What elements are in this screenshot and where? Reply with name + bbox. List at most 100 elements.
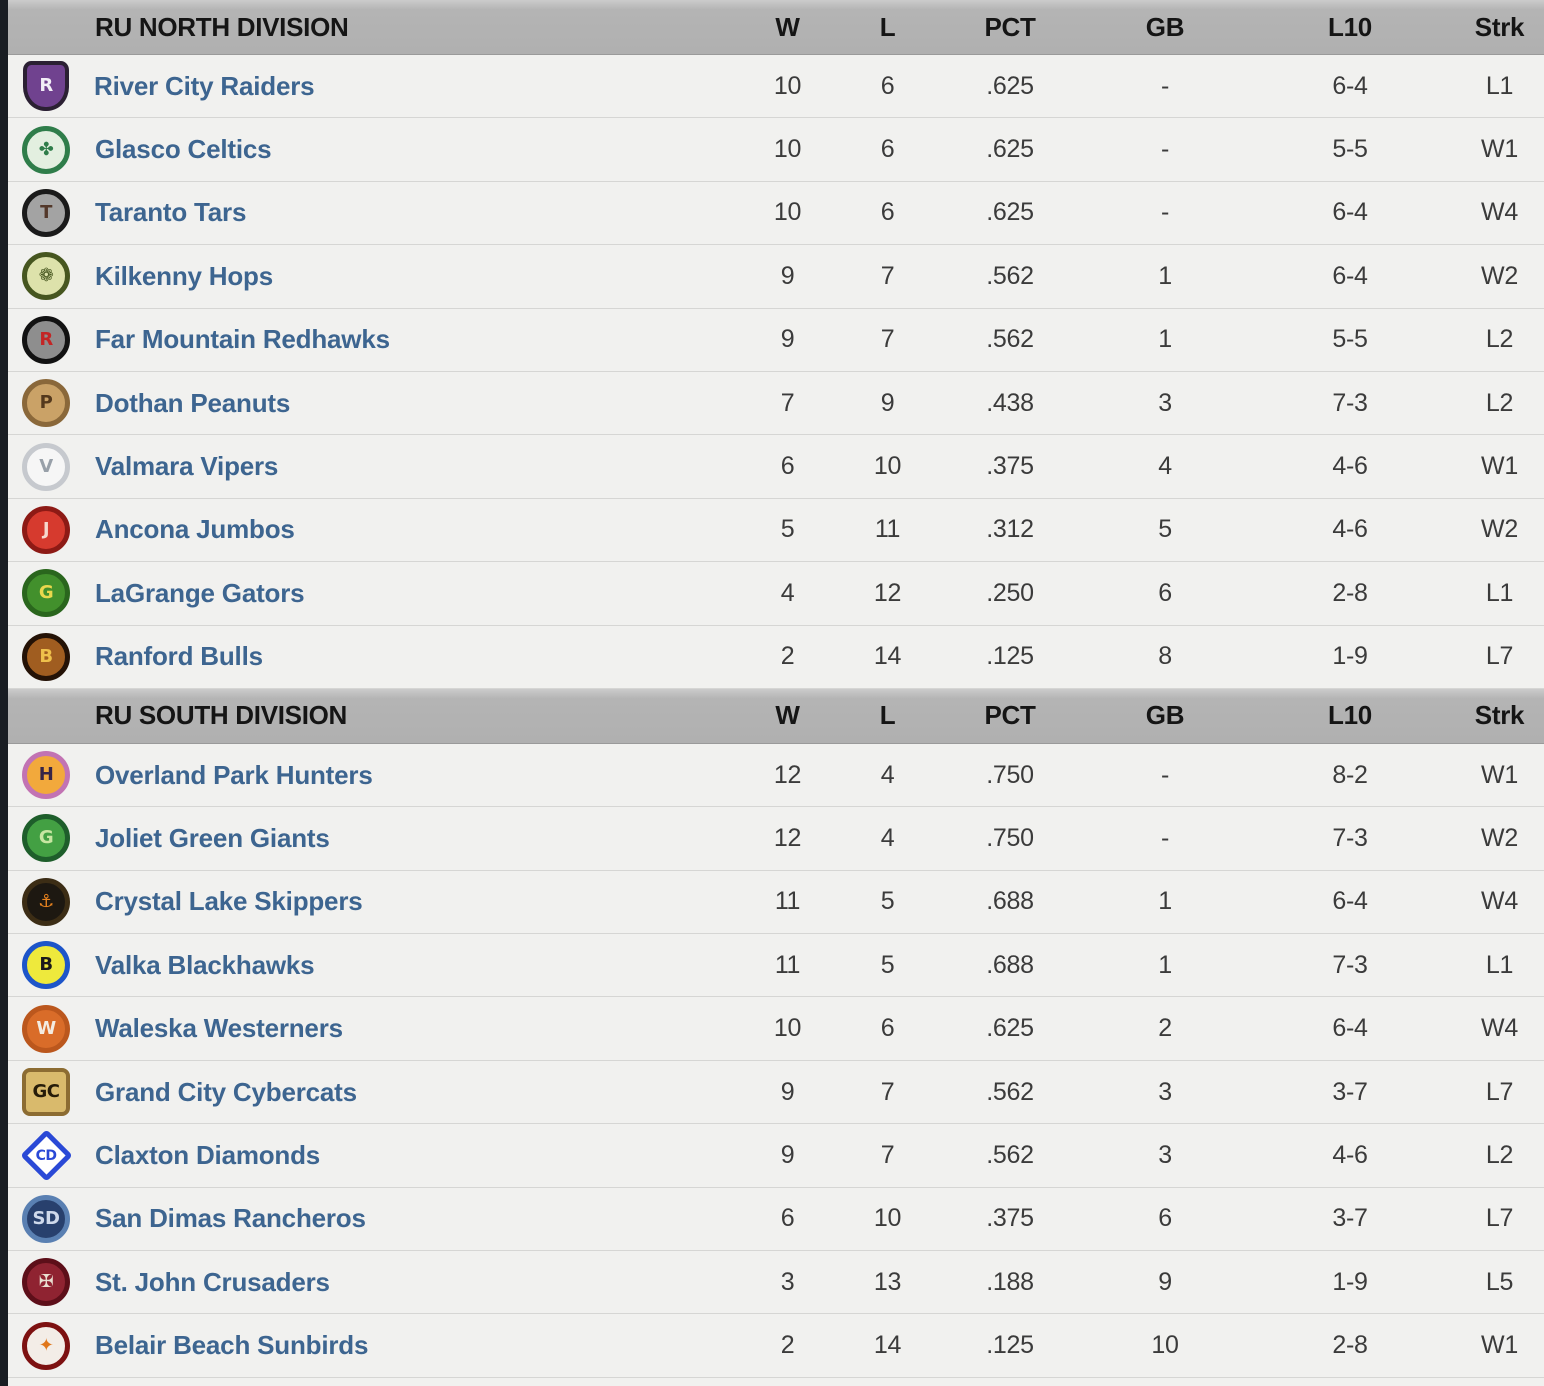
team-row: B Valka Blackhawks 11 5 .688 1 7-3 L1 bbox=[8, 934, 1544, 998]
rancheros-rider-logo[interactable]: SD bbox=[22, 1194, 70, 1243]
team-cell: CD Claxton Diamonds bbox=[8, 1129, 735, 1182]
stat-streak: L7 bbox=[1485, 1204, 1514, 1233]
stat-pct: .750 bbox=[986, 823, 1034, 852]
team-name-link[interactable]: Joliet Green Giants bbox=[95, 822, 330, 853]
stat-losses: 4 bbox=[880, 760, 895, 789]
stat-streak: W4 bbox=[1481, 1014, 1518, 1043]
stat-streak: W1 bbox=[1481, 135, 1518, 164]
team-name-link[interactable]: Crystal Lake Skippers bbox=[95, 886, 363, 917]
team-cell: B Ranford Bulls bbox=[8, 632, 735, 681]
team-name-link[interactable]: Valmara Vipers bbox=[95, 451, 279, 482]
gators-badge-logo[interactable]: G bbox=[22, 569, 70, 618]
westerners-rider-logo[interactable]: W bbox=[22, 1004, 70, 1053]
team-name-link[interactable]: Belair Beach Sunbirds bbox=[95, 1330, 369, 1361]
vipers-snake-logo[interactable]: V bbox=[22, 442, 70, 491]
stat-last10: 3-7 bbox=[1332, 1077, 1368, 1106]
team-name-link[interactable]: Waleska Westerners bbox=[95, 1013, 343, 1044]
team-name-link[interactable]: Grand City Cybercats bbox=[95, 1076, 357, 1107]
stat-pct: .625 bbox=[986, 135, 1034, 164]
stat-losses: 7 bbox=[880, 1140, 895, 1169]
stat-last10: 4-6 bbox=[1332, 452, 1368, 481]
stat-last10: 5-5 bbox=[1332, 325, 1368, 354]
tars-roundel-logo[interactable]: T bbox=[22, 188, 70, 237]
team-name-link[interactable]: San Dimas Rancheros bbox=[95, 1203, 366, 1234]
stat-wins: 5 bbox=[780, 515, 795, 544]
stat-wins: 2 bbox=[780, 1331, 795, 1360]
team-row: G LaGrange Gators 4 12 .250 6 2-8 L1 bbox=[8, 562, 1544, 626]
stat-losses: 6 bbox=[880, 71, 895, 100]
stat-streak: W4 bbox=[1481, 887, 1518, 916]
team-cell: R River City Raiders bbox=[8, 61, 735, 112]
bulls-roundel-logo[interactable]: B bbox=[22, 632, 70, 681]
stat-games-back: 6 bbox=[1158, 578, 1172, 607]
green-giants-face-logo[interactable]: G bbox=[22, 814, 70, 863]
team-cell: R Far Mountain Redhawks bbox=[8, 315, 735, 364]
stat-pct: .125 bbox=[986, 642, 1034, 671]
redhawks-roundel-logo[interactable]: R bbox=[22, 315, 70, 364]
team-name-link[interactable]: LaGrange Gators bbox=[95, 577, 305, 608]
jumbos-elephant-logo[interactable]: J bbox=[22, 505, 70, 554]
stat-losses: 7 bbox=[880, 261, 895, 290]
team-name-link[interactable]: Kilkenny Hops bbox=[95, 260, 273, 291]
team-cell: SD San Dimas Rancheros bbox=[8, 1194, 735, 1243]
stat-losses: 14 bbox=[873, 642, 902, 671]
stat-games-back: - bbox=[1160, 760, 1170, 789]
team-cell: ✠ St. John Crusaders bbox=[8, 1258, 735, 1307]
team-name-link[interactable]: St. John Crusaders bbox=[95, 1266, 330, 1297]
hunters-owl-logo[interactable]: H bbox=[22, 751, 70, 800]
peanuts-mascot-logo[interactable]: P bbox=[22, 379, 70, 428]
team-logo-glyph: ⚓ bbox=[38, 890, 54, 912]
stat-games-back: - bbox=[1160, 135, 1170, 164]
stat-last10: 5-5 bbox=[1332, 135, 1368, 164]
sunbirds-baseball-logo[interactable]: ✦ bbox=[22, 1321, 70, 1370]
team-row: T Taranto Tars 10 6 .625 - 6-4 W4 bbox=[8, 181, 1544, 246]
team-name-link[interactable]: Taranto Tars bbox=[95, 197, 247, 228]
stat-losses: 6 bbox=[880, 135, 895, 164]
team-cell: W Waleska Westerners bbox=[8, 1004, 735, 1053]
stat-streak: L5 bbox=[1485, 1267, 1514, 1296]
stat-streak: L2 bbox=[1485, 388, 1514, 417]
team-cell: T Taranto Tars bbox=[8, 188, 735, 237]
stat-last10: 8-2 bbox=[1332, 760, 1368, 789]
team-name-link[interactable]: Ranford Bulls bbox=[95, 641, 263, 672]
col-header-l10: L10 bbox=[1328, 700, 1372, 731]
team-cell: ⚓ Crystal Lake Skippers bbox=[8, 877, 735, 926]
stat-pct: .188 bbox=[986, 1267, 1034, 1296]
skippers-anchor-logo[interactable]: ⚓ bbox=[22, 877, 70, 926]
celtics-clover-logo[interactable]: ✤ bbox=[22, 125, 70, 174]
stat-wins: 11 bbox=[774, 887, 801, 916]
stat-wins: 10 bbox=[773, 198, 802, 227]
diamonds-gem-logo[interactable]: CD bbox=[19, 1129, 73, 1182]
stat-streak: W2 bbox=[1481, 261, 1518, 290]
stat-wins: 9 bbox=[780, 261, 795, 290]
team-cell: G Joliet Green Giants bbox=[8, 814, 735, 863]
team-name-link[interactable]: Ancona Jumbos bbox=[95, 514, 295, 545]
stat-last10: 3-7 bbox=[1332, 1204, 1368, 1233]
blackhawks-bird-logo[interactable]: B bbox=[22, 941, 70, 990]
team-logo-glyph: V bbox=[39, 455, 53, 477]
team-name-link[interactable]: Dothan Peanuts bbox=[95, 387, 291, 418]
team-name-link[interactable]: Overland Park Hunters bbox=[95, 759, 373, 790]
cybercats-plate-logo[interactable]: GC bbox=[22, 1068, 70, 1117]
stat-losses: 4 bbox=[880, 823, 895, 852]
stat-streak: L1 bbox=[1485, 950, 1514, 979]
raiders-shield-logo[interactable]: R bbox=[23, 61, 69, 112]
team-name-link[interactable]: Far Mountain Redhawks bbox=[95, 324, 390, 355]
crusaders-crest-logo[interactable]: ✠ bbox=[22, 1258, 70, 1307]
stat-games-back: 3 bbox=[1158, 388, 1172, 417]
team-name-link[interactable]: Glasco Celtics bbox=[95, 134, 272, 165]
stat-games-back: 3 bbox=[1158, 1077, 1172, 1106]
stat-wins: 2 bbox=[780, 642, 795, 671]
team-name-link[interactable]: River City Raiders bbox=[94, 70, 315, 101]
team-cell: J Ancona Jumbos bbox=[8, 505, 735, 554]
stat-streak: L1 bbox=[1485, 578, 1514, 607]
stat-games-back: 1 bbox=[1158, 325, 1172, 354]
team-row: R River City Raiders 10 6 .625 - 6-4 L1 bbox=[8, 55, 1544, 119]
team-logo-glyph: ✠ bbox=[38, 1271, 54, 1293]
stat-losses: 6 bbox=[880, 1014, 895, 1043]
team-row: W Waleska Westerners 10 6 .625 2 6-4 W4 bbox=[8, 997, 1544, 1061]
team-name-link[interactable]: Valka Blackhawks bbox=[95, 949, 315, 980]
hops-flower-logo[interactable]: ❁ bbox=[22, 252, 70, 301]
team-cell: P Dothan Peanuts bbox=[8, 379, 735, 428]
team-name-link[interactable]: Claxton Diamonds bbox=[95, 1139, 321, 1170]
